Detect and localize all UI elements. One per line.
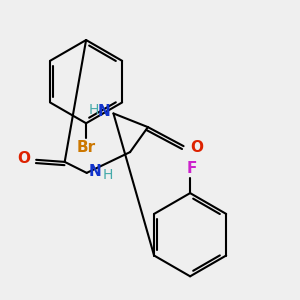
Text: N: N [88, 164, 101, 179]
Text: O: O [17, 151, 30, 166]
Text: Br: Br [76, 140, 96, 155]
Text: F: F [186, 161, 197, 176]
Text: H: H [102, 168, 113, 182]
Text: H: H [89, 103, 99, 118]
Text: N: N [98, 104, 110, 119]
Text: O: O [190, 140, 203, 155]
